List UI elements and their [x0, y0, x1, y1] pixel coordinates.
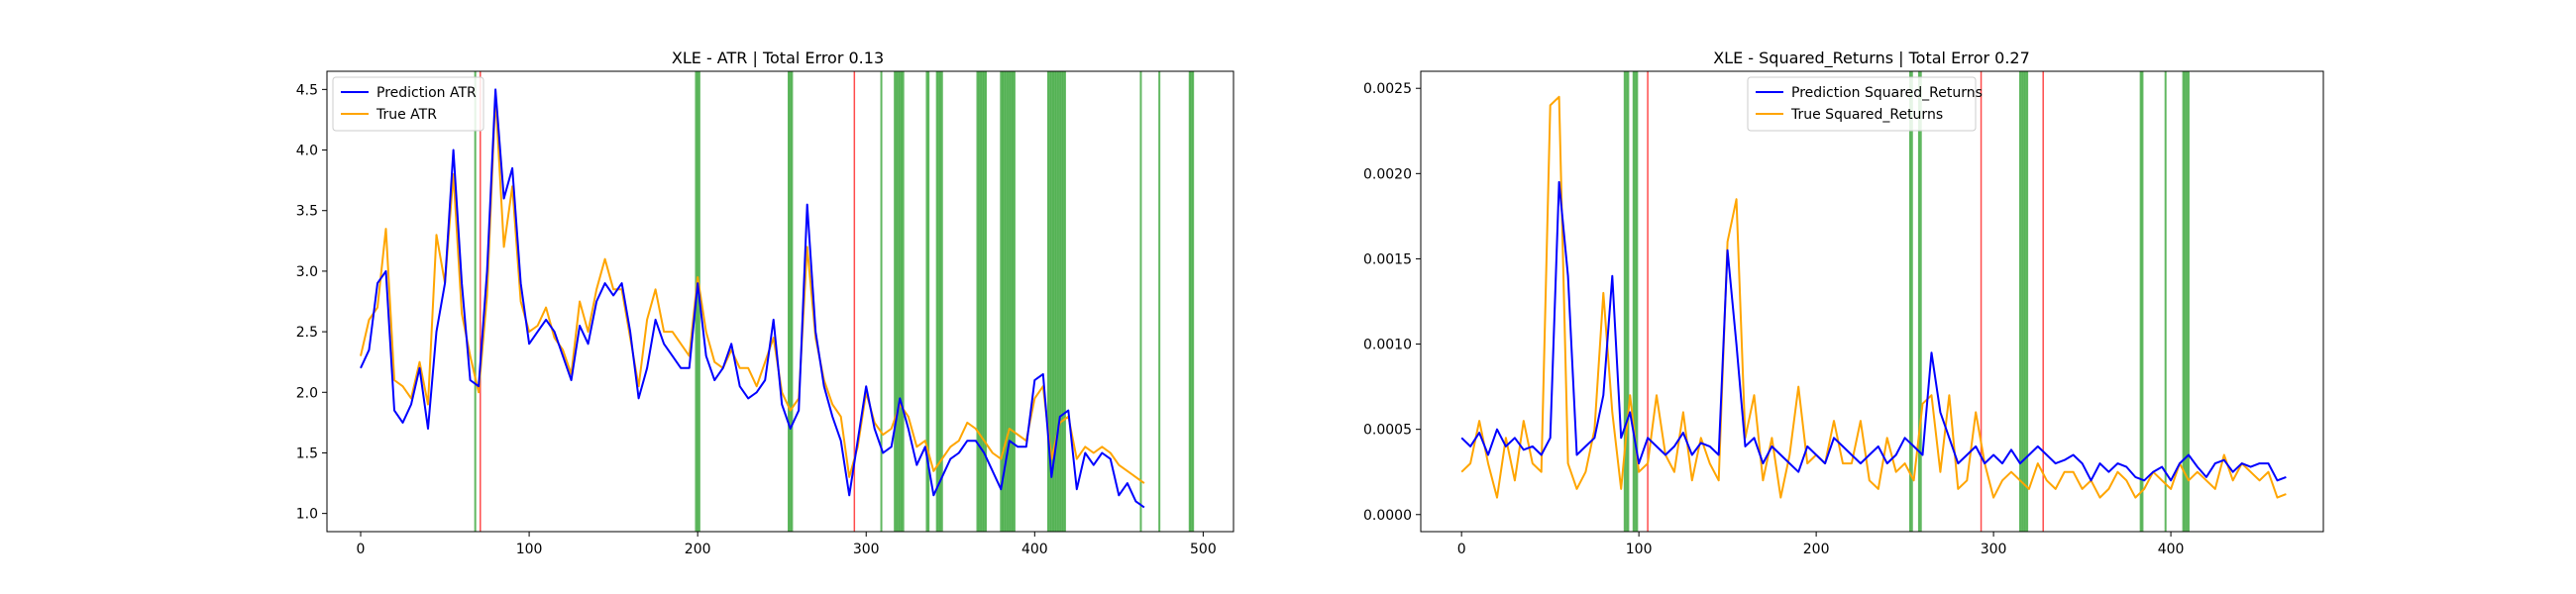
y-tick-label: 0.0015: [1363, 251, 1412, 267]
x-axis-ticks: 0 100 200 300 400 500: [357, 532, 1217, 557]
axes-frame: [326, 70, 1234, 533]
legend-box: [332, 76, 484, 132]
series-line: [1460, 180, 2287, 482]
legend: Prediction Squared_Returns True Squared_R…: [1747, 76, 1983, 132]
series-group: [1460, 95, 2287, 499]
chart-squared-returns: XLE - Squared_Returns | Total Error 0.27…: [1363, 49, 2324, 557]
legend-label: Prediction ATR: [376, 85, 477, 101]
y-tick-label: 2.0: [296, 385, 318, 401]
x-tick-label: 200: [1803, 542, 1830, 557]
y-axis-ticks: 0.0000 0.0005 0.0010 0.0015 0.0020 0.0025: [1363, 81, 1421, 524]
x-tick-label: 300: [853, 542, 880, 557]
chart-title: XLE - Squared_Returns | Total Error 0.27: [1713, 49, 2030, 68]
axes-frame: [1420, 70, 2324, 533]
x-tick-label: 400: [1021, 542, 1048, 557]
y-tick-label: 0.0005: [1363, 423, 1412, 439]
y-tick-label: 0.0020: [1363, 166, 1412, 182]
legend: Prediction ATR True ATR: [332, 76, 484, 132]
legend-label: True Squared_Returns: [1790, 107, 1943, 123]
y-tick-label: 1.0: [296, 507, 318, 523]
marker-lines: [474, 71, 1195, 532]
series-line: [360, 88, 1145, 509]
x-tick-label: 200: [685, 542, 711, 557]
chart-title: XLE - ATR | Total Error 0.13: [672, 49, 884, 67]
y-tick-label: 2.5: [296, 325, 318, 341]
y-axis-ticks: 1.0 1.5 2.0 2.5 3.0 3.5 4.0 4.5: [296, 82, 327, 523]
y-tick-label: 0.0025: [1363, 81, 1412, 97]
y-tick-label: 3.0: [296, 264, 318, 280]
y-tick-label: 0.0000: [1363, 508, 1412, 524]
y-tick-label: 4.0: [296, 144, 318, 159]
x-tick-label: 0: [1457, 542, 1466, 557]
x-tick-label: 100: [1626, 542, 1653, 557]
x-tick-label: 500: [1190, 542, 1217, 557]
series-group: [360, 88, 1145, 509]
x-tick-label: 300: [1981, 542, 2007, 557]
y-tick-label: 4.5: [296, 82, 318, 98]
y-tick-label: 3.5: [296, 204, 318, 220]
x-axis-ticks: 0 100 200 300 400: [1457, 532, 2185, 557]
y-tick-label: 0.0010: [1363, 338, 1412, 353]
series-line: [1460, 95, 2287, 499]
legend-box: [1747, 76, 1977, 132]
y-tick-label: 1.5: [296, 446, 318, 461]
x-tick-label: 100: [516, 542, 543, 557]
legend-label: Prediction Squared_Returns: [1791, 85, 1983, 101]
x-tick-label: 0: [357, 542, 366, 557]
marker-lines: [1623, 71, 2190, 532]
x-tick-label: 400: [2158, 542, 2185, 557]
legend-label: True ATR: [376, 107, 437, 123]
chart-atr: XLE - ATR | Total Error 0.13 0 100 200 300 4…: [296, 49, 1234, 557]
